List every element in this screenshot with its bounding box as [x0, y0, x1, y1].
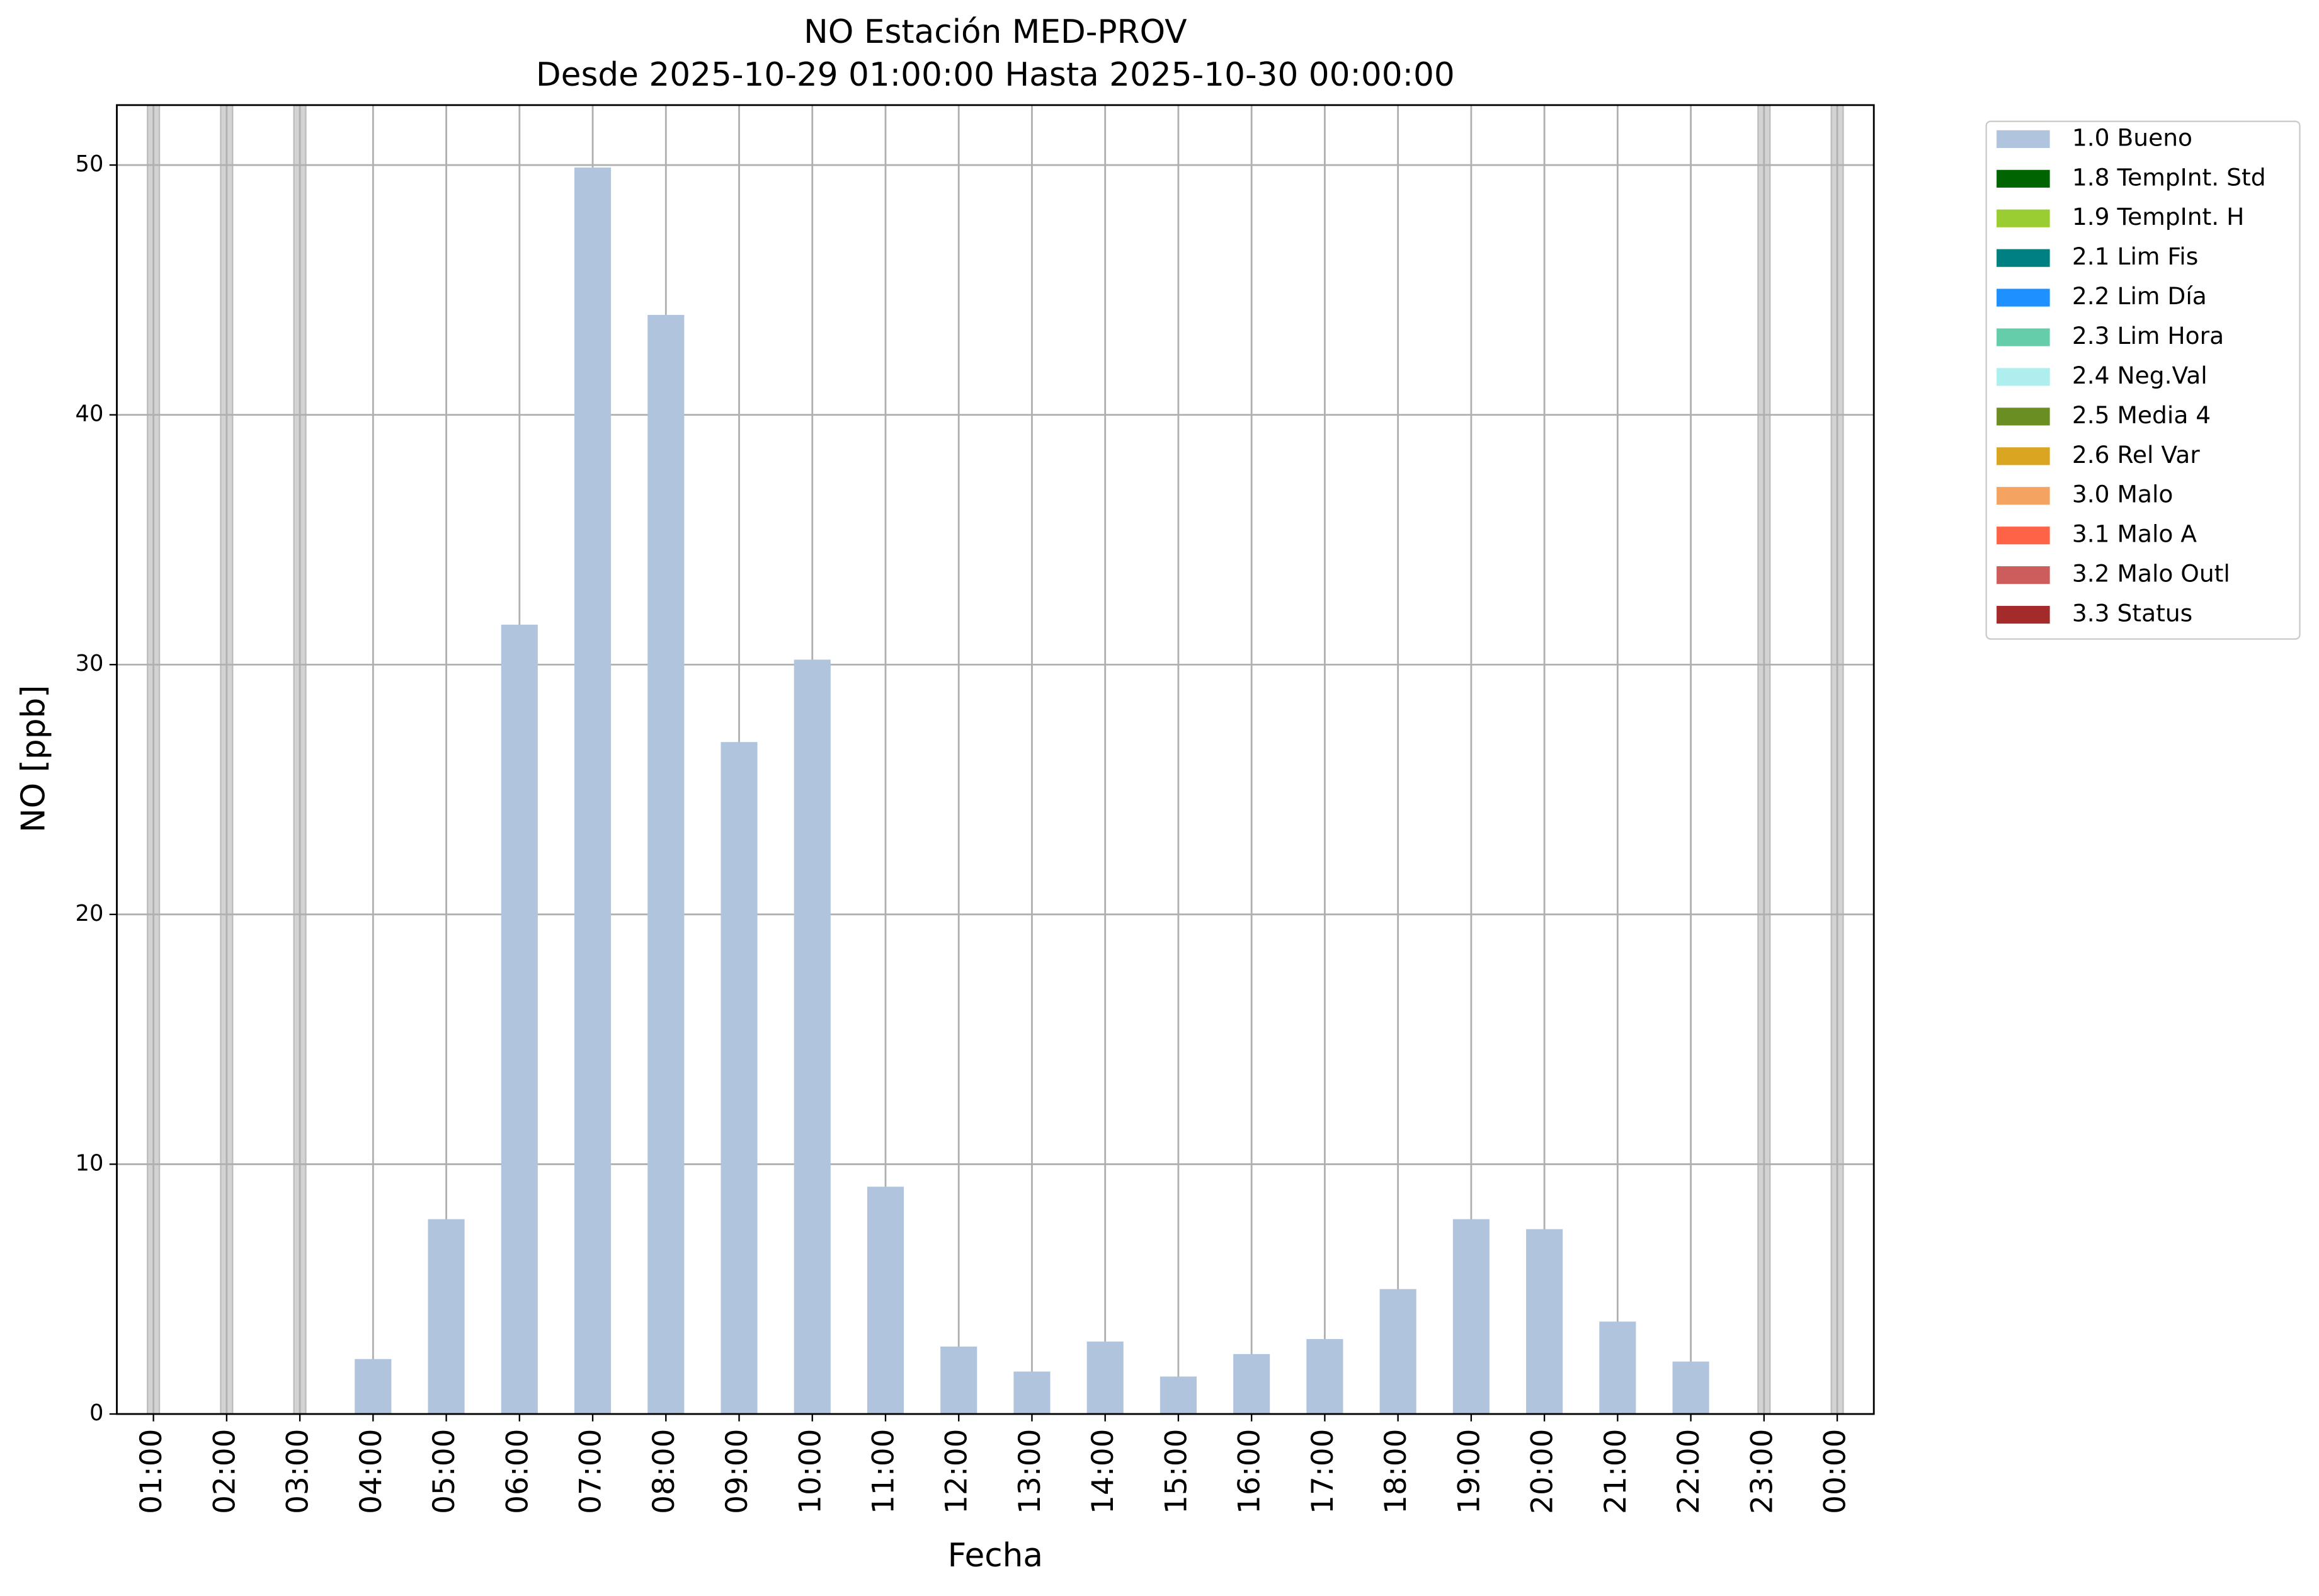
x-tick-label: 22:00: [1672, 1429, 1706, 1514]
legend-swatch: [1997, 605, 2050, 624]
legend-swatch: [1997, 288, 2050, 307]
legend-swatch: [1997, 368, 2050, 386]
legend-label: 2.6 Rel Var: [2072, 441, 2200, 469]
x-tick-label: 09:00: [720, 1429, 755, 1514]
legend-label: 2.3 Lim Hora: [2072, 322, 2224, 350]
bar: [867, 1187, 904, 1415]
legend-swatch: [1997, 408, 2050, 426]
bar: [1452, 1219, 1490, 1415]
bar: [1379, 1289, 1416, 1415]
y-tick-label: 40: [76, 401, 104, 427]
x-tick-label: 00:00: [1818, 1429, 1853, 1514]
bar: [428, 1219, 465, 1415]
bar: [1086, 1342, 1124, 1415]
x-tick-label: 04:00: [354, 1429, 389, 1514]
legend-swatch: [1997, 249, 2050, 267]
x-tick-label: 02:00: [207, 1429, 242, 1514]
x-tick-label: 06:00: [500, 1429, 535, 1514]
x-tick-label: 03:00: [281, 1429, 316, 1514]
x-tick-label: 17:00: [1306, 1429, 1340, 1514]
x-tick-label: 21:00: [1598, 1429, 1633, 1514]
bar: [1599, 1321, 1636, 1415]
x-tick-label: 20:00: [1525, 1429, 1560, 1514]
legend-swatch: [1997, 447, 2050, 465]
legend-label: 3.3 Status: [2072, 600, 2192, 627]
legend-label: 1.0 Bueno: [2072, 123, 2192, 151]
x-tick-label: 07:00: [574, 1429, 608, 1514]
legend-swatch: [1997, 130, 2050, 148]
bar: [1160, 1376, 1197, 1415]
legend-box: [1985, 120, 2301, 640]
legend-label: 1.8 TempInt. Std: [2072, 163, 2266, 191]
bar: [355, 1359, 392, 1415]
x-tick-label: 13:00: [1013, 1429, 1047, 1514]
chart-subtitle: Desde 2025-10-29 01:00:00 Hasta 2025-10-…: [536, 56, 1455, 94]
bar: [574, 168, 612, 1415]
bar: [1672, 1361, 1709, 1415]
plot-frame: [116, 104, 1875, 1415]
x-tick-label: 19:00: [1452, 1429, 1486, 1514]
legend-swatch: [1997, 169, 2050, 188]
y-axis-label: NO [ppb]: [14, 685, 52, 833]
legend-label: 3.1 Malo A: [2072, 520, 2197, 548]
bar: [721, 742, 758, 1415]
x-tick-label: 05:00: [427, 1429, 462, 1514]
x-tick-label: 14:00: [1086, 1429, 1120, 1514]
bar: [1526, 1229, 1563, 1415]
y-tick-label: 10: [76, 1150, 104, 1176]
bar: [794, 659, 831, 1415]
x-tick-label: 16:00: [1233, 1429, 1267, 1514]
legend-label: 3.2 Malo Outl: [2072, 560, 2230, 588]
bar: [1013, 1371, 1051, 1415]
plot-area: [117, 105, 1874, 1415]
x-tick-label: 15:00: [1159, 1429, 1194, 1514]
legend-label: 1.9 TempInt. H: [2072, 203, 2245, 231]
y-tick-label: 50: [76, 151, 104, 177]
x-tick-label: 08:00: [647, 1429, 681, 1514]
x-tick-label: 11:00: [866, 1429, 901, 1514]
legend-swatch: [1997, 209, 2050, 227]
legend-label: 2.2 Lim Día: [2072, 282, 2207, 310]
bar: [940, 1346, 977, 1415]
x-tick-label: 18:00: [1379, 1429, 1413, 1514]
bar: [1233, 1354, 1270, 1415]
x-tick-label: 12:00: [940, 1429, 974, 1514]
chart-title: NO Estación MED-PROV: [804, 13, 1187, 51]
bar: [647, 315, 685, 1415]
legend-label: 2.4 Neg.Val: [2072, 362, 2208, 389]
legend-label: 3.0 Malo: [2072, 481, 2174, 508]
x-axis-label: Fecha: [948, 1537, 1043, 1575]
legend-swatch: [1997, 566, 2050, 584]
y-tick-label: 0: [89, 1400, 103, 1426]
x-tick-label: 10:00: [793, 1429, 828, 1514]
legend-label: 2.1 Lim Fis: [2072, 242, 2198, 270]
legend-label: 2.5 Media 4: [2072, 401, 2211, 429]
x-tick-label: 23:00: [1745, 1429, 1779, 1514]
legend-swatch: [1997, 328, 2050, 346]
legend-swatch: [1997, 487, 2050, 505]
bar: [501, 624, 538, 1415]
y-tick-label: 30: [76, 651, 104, 676]
legend-swatch: [1997, 527, 2050, 545]
x-tick-label: 01:00: [134, 1429, 169, 1514]
y-tick-label: 20: [76, 901, 104, 926]
bar: [1306, 1339, 1343, 1415]
